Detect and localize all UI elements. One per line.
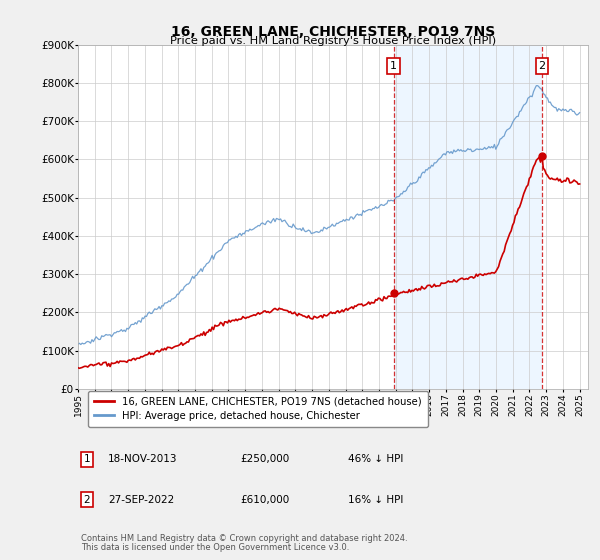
Text: 27-SEP-2022: 27-SEP-2022 (108, 494, 174, 505)
Text: 16, GREEN LANE, CHICHESTER, PO19 7NS: 16, GREEN LANE, CHICHESTER, PO19 7NS (171, 25, 495, 39)
Text: This data is licensed under the Open Government Licence v3.0.: This data is licensed under the Open Gov… (81, 543, 349, 552)
Text: 18-NOV-2013: 18-NOV-2013 (108, 454, 178, 464)
Text: £250,000: £250,000 (240, 454, 289, 464)
Text: Price paid vs. HM Land Registry's House Price Index (HPI): Price paid vs. HM Land Registry's House … (170, 36, 496, 46)
Text: 1: 1 (390, 61, 397, 71)
Legend: 16, GREEN LANE, CHICHESTER, PO19 7NS (detached house), HPI: Average price, detac: 16, GREEN LANE, CHICHESTER, PO19 7NS (de… (88, 391, 428, 427)
Text: 2: 2 (538, 61, 545, 71)
Text: Contains HM Land Registry data © Crown copyright and database right 2024.: Contains HM Land Registry data © Crown c… (81, 534, 407, 543)
Bar (394, 45, 542, 389)
Text: 16% ↓ HPI: 16% ↓ HPI (348, 494, 403, 505)
Text: £610,000: £610,000 (240, 494, 289, 505)
Text: 46% ↓ HPI: 46% ↓ HPI (348, 454, 403, 464)
Text: 1: 1 (83, 454, 91, 464)
Text: 2: 2 (83, 494, 91, 505)
